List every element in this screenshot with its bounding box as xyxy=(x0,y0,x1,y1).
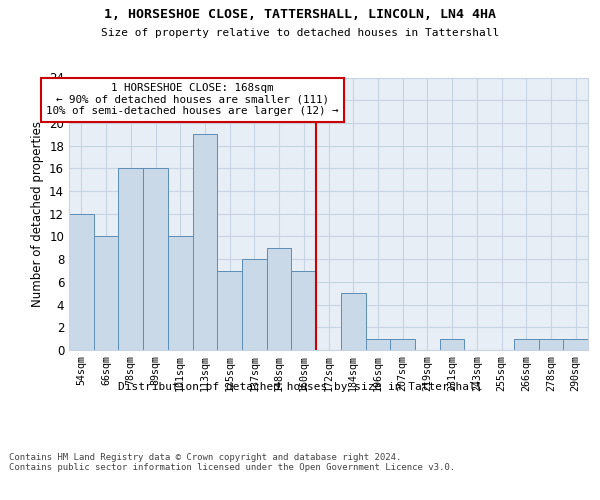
Bar xyxy=(143,168,168,350)
Bar xyxy=(390,338,415,350)
Bar xyxy=(94,236,118,350)
Bar xyxy=(242,259,267,350)
Bar xyxy=(563,338,588,350)
Bar xyxy=(168,236,193,350)
Bar xyxy=(539,338,563,350)
Text: 1, HORSESHOE CLOSE, TATTERSHALL, LINCOLN, LN4 4HA: 1, HORSESHOE CLOSE, TATTERSHALL, LINCOLN… xyxy=(104,8,496,20)
Bar xyxy=(69,214,94,350)
Text: Contains HM Land Registry data © Crown copyright and database right 2024.
Contai: Contains HM Land Registry data © Crown c… xyxy=(9,452,455,472)
Text: Size of property relative to detached houses in Tattershall: Size of property relative to detached ho… xyxy=(101,28,499,38)
Bar xyxy=(292,270,316,350)
Bar xyxy=(365,338,390,350)
Bar xyxy=(514,338,539,350)
Bar xyxy=(267,248,292,350)
Bar xyxy=(440,338,464,350)
Bar xyxy=(118,168,143,350)
Text: 1 HORSESHOE CLOSE: 168sqm
← 90% of detached houses are smaller (111)
10% of semi: 1 HORSESHOE CLOSE: 168sqm ← 90% of detac… xyxy=(46,83,339,116)
Bar xyxy=(217,270,242,350)
Y-axis label: Number of detached properties: Number of detached properties xyxy=(31,120,44,306)
Bar xyxy=(341,293,365,350)
Text: Distribution of detached houses by size in Tattershall: Distribution of detached houses by size … xyxy=(118,382,482,392)
Bar xyxy=(193,134,217,350)
